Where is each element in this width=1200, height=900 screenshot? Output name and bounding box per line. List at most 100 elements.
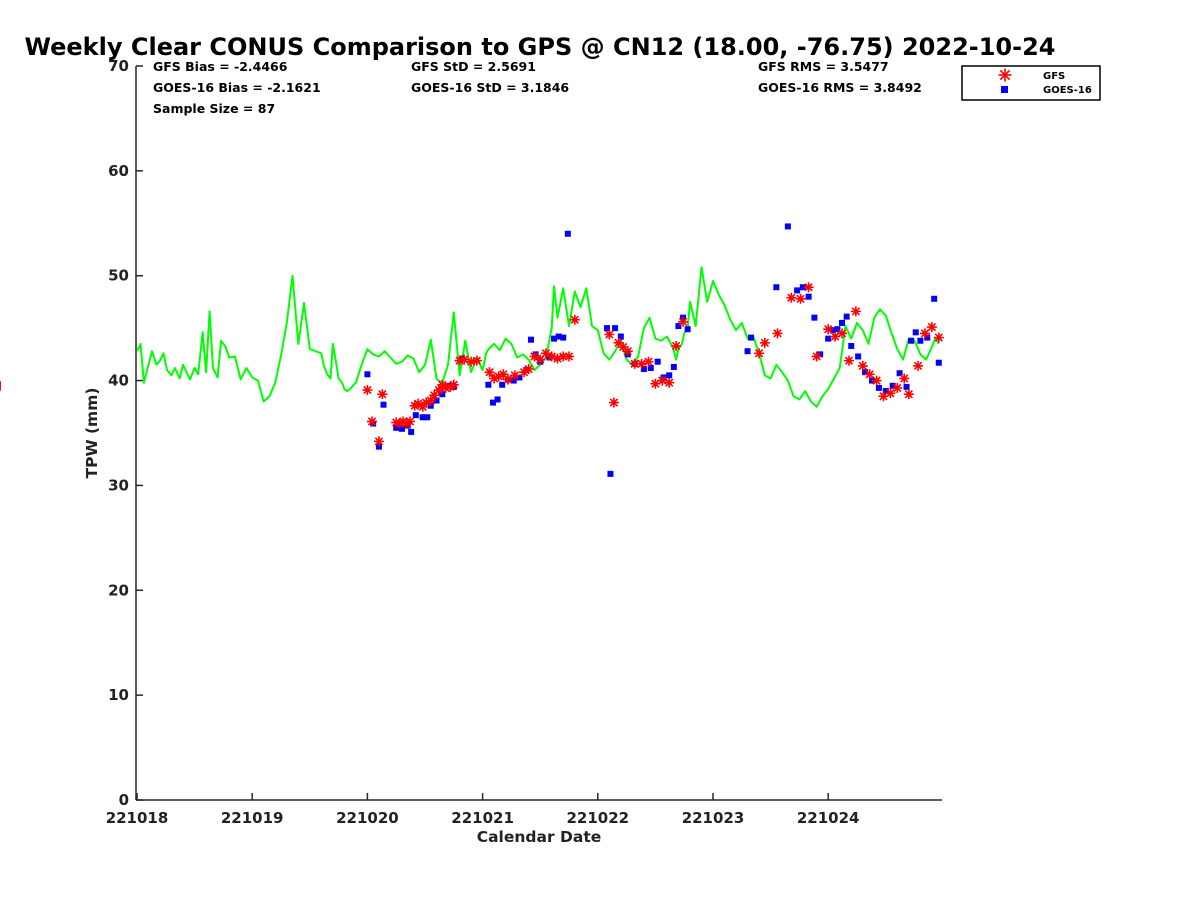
goes16-point bbox=[917, 337, 924, 344]
goes16-point bbox=[647, 364, 654, 371]
goes16-point bbox=[670, 363, 677, 370]
goes16-point bbox=[375, 443, 382, 450]
x-ticks: 221018 221019 221020 221021 221022 221023 2210… bbox=[106, 793, 860, 827]
goes16-point bbox=[799, 284, 806, 291]
goes-std-stat: GOES-16 StD = 3.1846 bbox=[411, 80, 569, 95]
gfs-point bbox=[913, 360, 924, 371]
legend-gfs-marker bbox=[998, 68, 1012, 82]
x-tick-label: 221022 bbox=[566, 809, 629, 827]
legend-label-goes: GOES-16 bbox=[1043, 85, 1092, 96]
gfs-point bbox=[643, 356, 654, 367]
gfs-point bbox=[471, 355, 482, 366]
gfs-point bbox=[608, 397, 619, 408]
goes16-point bbox=[862, 369, 869, 376]
gps-tpw-line bbox=[136, 266, 940, 408]
goes16-point bbox=[499, 381, 506, 388]
y-tick-label: 70 bbox=[108, 57, 129, 75]
gfs-point bbox=[523, 364, 534, 375]
gfs-point bbox=[786, 292, 797, 303]
gfs-point bbox=[903, 389, 914, 400]
gfs-point bbox=[459, 354, 470, 365]
goes16-point bbox=[829, 327, 836, 334]
gfs-point bbox=[671, 340, 682, 351]
goes16-point bbox=[439, 391, 446, 398]
x-axis-label: Calendar Date bbox=[477, 828, 602, 846]
gfs-point bbox=[564, 351, 574, 362]
x-tick-label: 221020 bbox=[336, 809, 399, 827]
goes16-point bbox=[617, 333, 624, 340]
goes16-point bbox=[494, 396, 501, 403]
gfs-point bbox=[509, 370, 520, 381]
x-tick-label: 221021 bbox=[451, 809, 514, 827]
goes16-point bbox=[660, 374, 667, 381]
goes16-point bbox=[805, 293, 812, 300]
gfs-point bbox=[892, 382, 903, 393]
goes16-point bbox=[889, 382, 896, 389]
y-tick-label: 10 bbox=[108, 686, 129, 704]
goes16-point bbox=[640, 366, 647, 373]
goes16-point bbox=[555, 333, 562, 340]
x-tick-label: 221019 bbox=[221, 809, 284, 827]
gfs-point bbox=[885, 388, 896, 399]
legend-gfs-asterisk bbox=[998, 68, 1012, 82]
goes16-point bbox=[398, 425, 405, 432]
goes16-point bbox=[419, 414, 426, 421]
goes16-point bbox=[424, 414, 431, 421]
legend-box bbox=[961, 65, 1101, 101]
goes16-point bbox=[489, 399, 496, 406]
gfs-point bbox=[871, 375, 882, 386]
gfs-point bbox=[899, 373, 910, 384]
chart-title: Weekly Clear CONUS Comparison to GPS @ C… bbox=[25, 33, 1056, 61]
gfs-point bbox=[803, 282, 814, 293]
gfs-point bbox=[425, 395, 436, 406]
gfs-point bbox=[926, 322, 937, 333]
gfs-point bbox=[604, 329, 615, 340]
goes16-point bbox=[560, 334, 567, 341]
y-tick-label: 50 bbox=[108, 267, 129, 285]
gfs-std-stat: GFS StD = 2.5691 bbox=[411, 59, 536, 74]
goes16-point bbox=[817, 351, 824, 358]
gfs-bias-stat: GFS Bias = -2.4466 bbox=[153, 59, 288, 74]
gfs-point bbox=[664, 377, 675, 388]
gfs-point bbox=[933, 332, 944, 343]
goes16-point bbox=[882, 388, 889, 395]
goes16-point bbox=[912, 329, 919, 336]
x-tick-label: 221018 bbox=[106, 809, 169, 827]
gfs-point bbox=[502, 374, 513, 385]
plot-area bbox=[0, 223, 944, 477]
gfs-point bbox=[448, 379, 459, 390]
goes16-point bbox=[773, 284, 780, 291]
legend-label-gfs: GFS bbox=[1043, 71, 1065, 82]
gfs-point bbox=[919, 328, 930, 339]
axes bbox=[135, 66, 942, 801]
goes-bias-stat: GOES-16 Bias = -2.1621 bbox=[153, 80, 321, 95]
goes16-point bbox=[748, 334, 755, 341]
goes16-point bbox=[546, 354, 553, 361]
gfs-point bbox=[373, 436, 384, 447]
goes16-point bbox=[364, 371, 371, 378]
gfs-point bbox=[362, 385, 373, 396]
gfs-point bbox=[569, 314, 580, 325]
gfs-point bbox=[850, 306, 861, 317]
y-tick-label: 30 bbox=[108, 476, 129, 494]
y-tick-label: 0 bbox=[119, 791, 129, 809]
goes16-point bbox=[393, 424, 400, 431]
goes-rms-stat: GOES-16 RMS = 3.8492 bbox=[758, 80, 922, 95]
goes16-point bbox=[834, 326, 841, 333]
gfs-point bbox=[857, 360, 868, 371]
gfs-point bbox=[843, 355, 854, 366]
goes16-point bbox=[380, 401, 387, 408]
goes16-point bbox=[612, 325, 619, 332]
goes16-point bbox=[908, 337, 915, 344]
goes16-point bbox=[875, 384, 882, 391]
gfs-point bbox=[484, 367, 495, 378]
goes16-point bbox=[604, 325, 611, 332]
gfs-point bbox=[795, 293, 806, 304]
goes16-point bbox=[839, 319, 846, 326]
gfs-point bbox=[657, 375, 668, 386]
goes16-point bbox=[408, 428, 415, 435]
legend-goes-marker bbox=[1001, 86, 1008, 93]
gfs-point bbox=[759, 337, 770, 348]
goes16-point bbox=[896, 370, 903, 377]
gfs-point bbox=[772, 328, 783, 339]
